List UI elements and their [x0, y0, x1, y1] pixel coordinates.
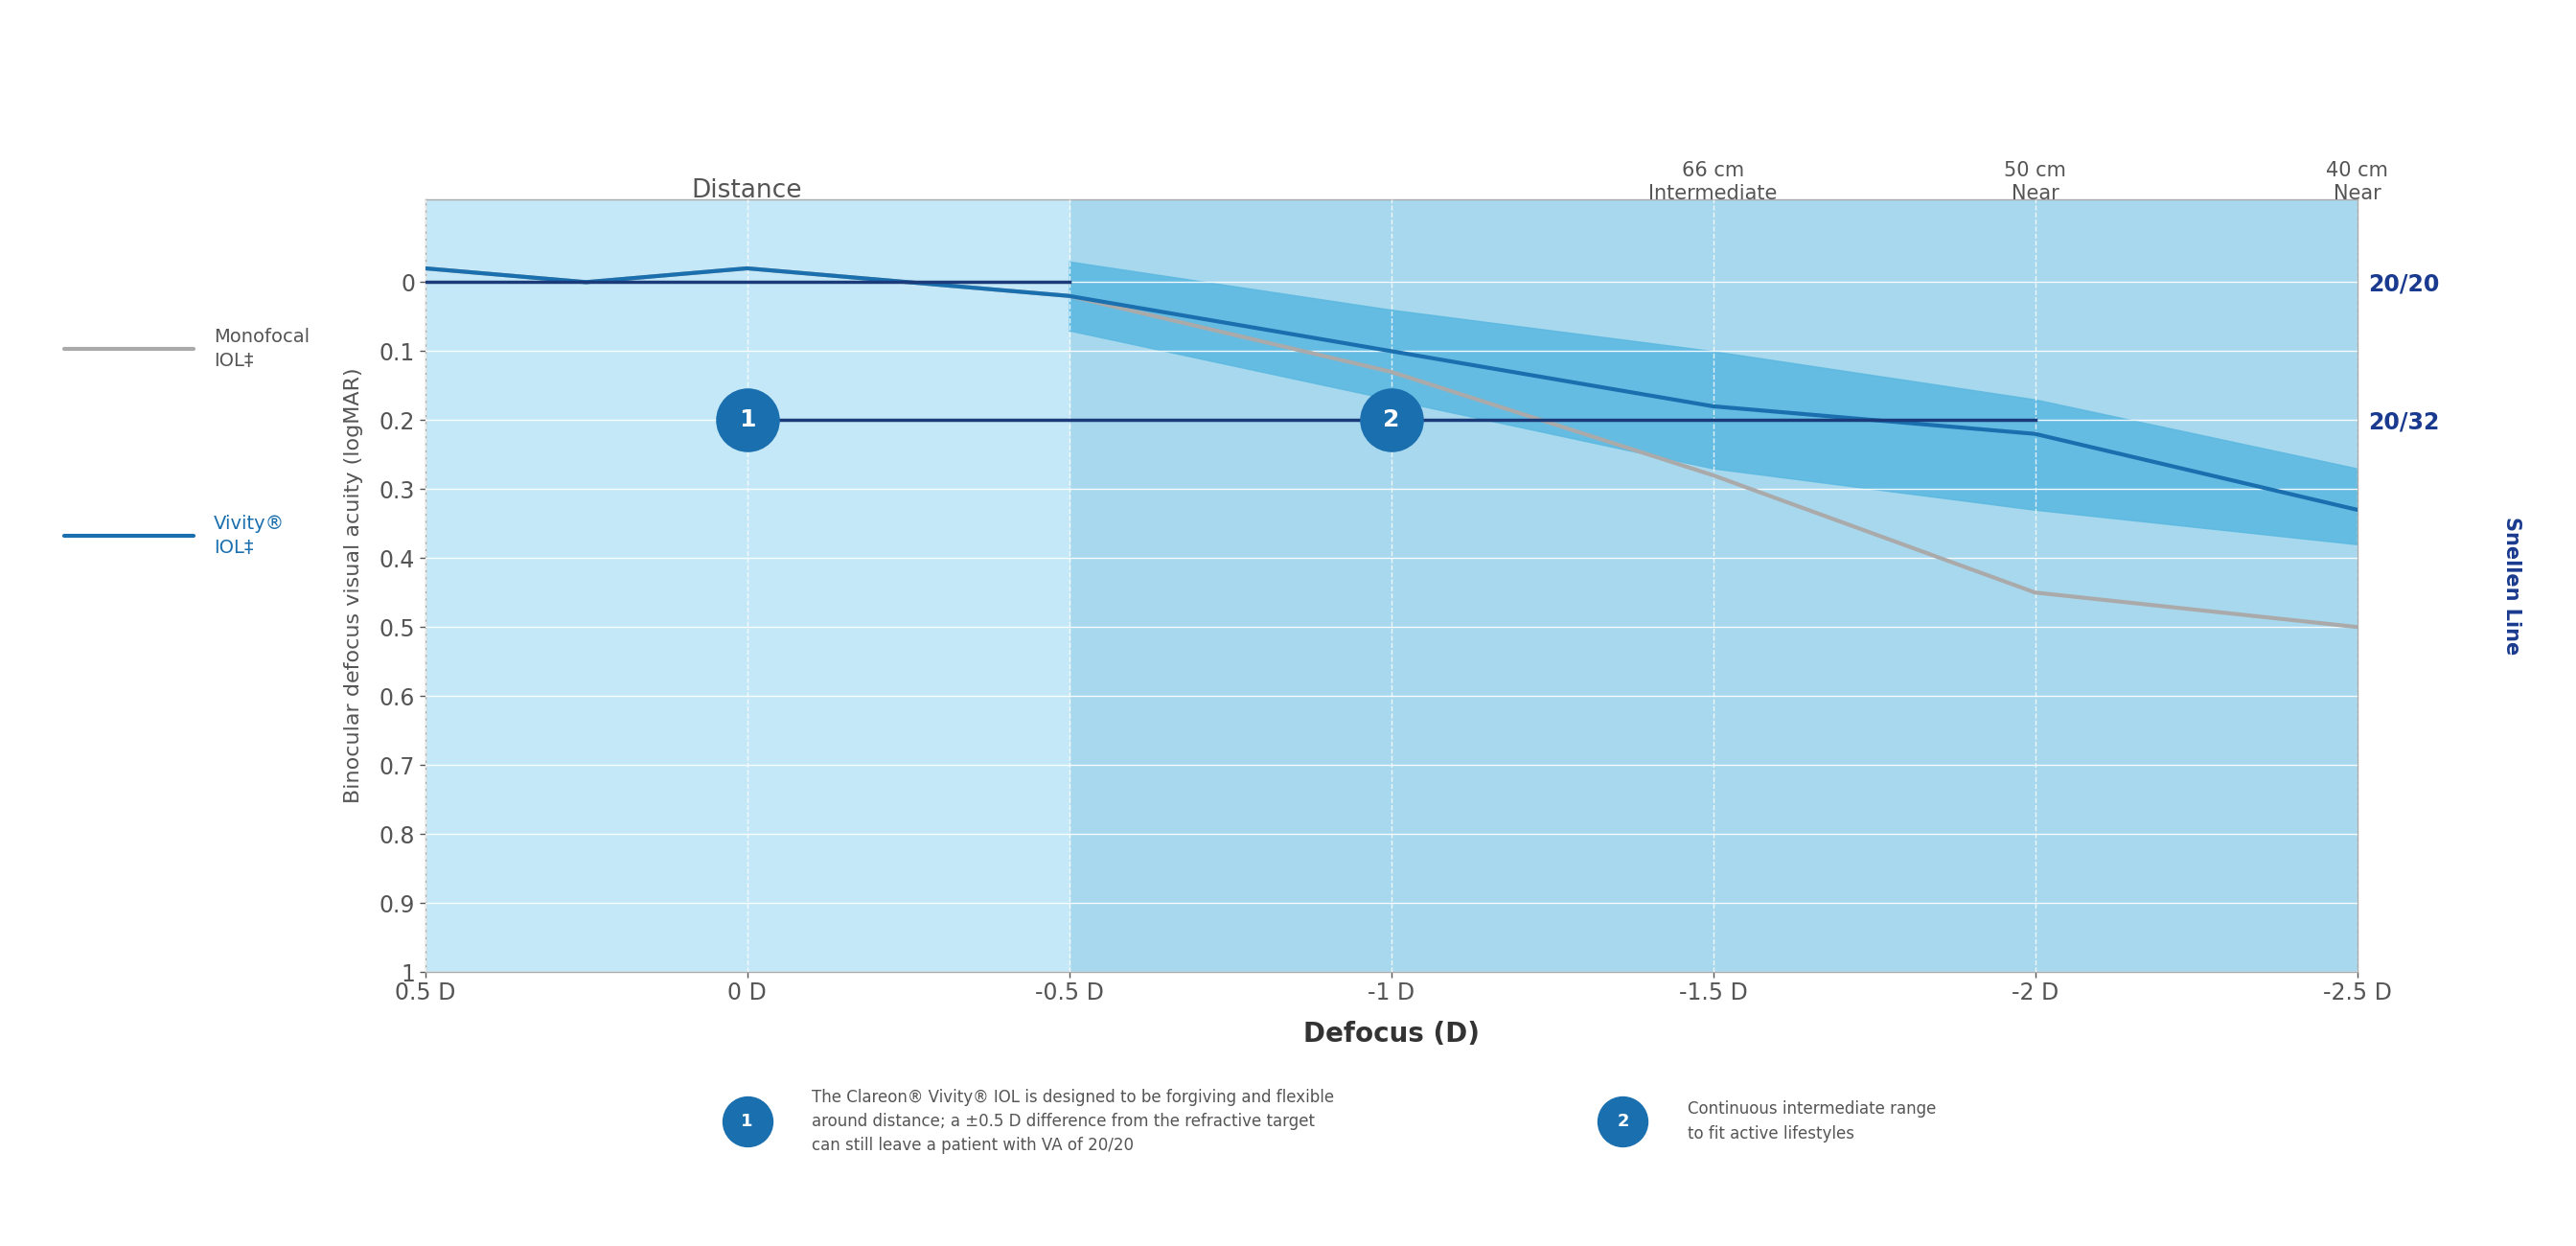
Text: Distance: Distance [693, 178, 801, 203]
Text: 1: 1 [739, 409, 755, 431]
Point [1602, 1111, 1643, 1131]
Text: 2: 2 [1383, 409, 1399, 431]
Text: 2: 2 [1618, 1113, 1628, 1130]
Y-axis label: Binocular defocus visual acuity (logMAR): Binocular defocus visual acuity (logMAR) [343, 368, 363, 804]
Text: Vivity®
IOL‡: Vivity® IOL‡ [214, 515, 286, 557]
Point [1370, 410, 1412, 430]
Text: 66 cm
Intermediate: 66 cm Intermediate [1649, 162, 1777, 203]
Text: Snellen Line: Snellen Line [2501, 517, 2522, 654]
Point [726, 410, 768, 430]
X-axis label: Defocus (D): Defocus (D) [1303, 1020, 1479, 1048]
Text: The Clareon® Vivity® IOL is designed to be forgiving and flexible
around distanc: The Clareon® Vivity® IOL is designed to … [811, 1089, 1334, 1154]
Text: Continuous intermediate range
to fit active lifestyles: Continuous intermediate range to fit act… [1687, 1100, 1935, 1143]
Bar [425, 199, 1069, 972]
Text: 40 cm
Near: 40 cm Near [2326, 162, 2388, 203]
Text: 50 cm
Near: 50 cm Near [2004, 162, 2066, 203]
Point [726, 1111, 768, 1131]
Text: 1: 1 [742, 1113, 752, 1130]
Text: Monofocal
IOL‡: Monofocal IOL‡ [214, 328, 309, 370]
